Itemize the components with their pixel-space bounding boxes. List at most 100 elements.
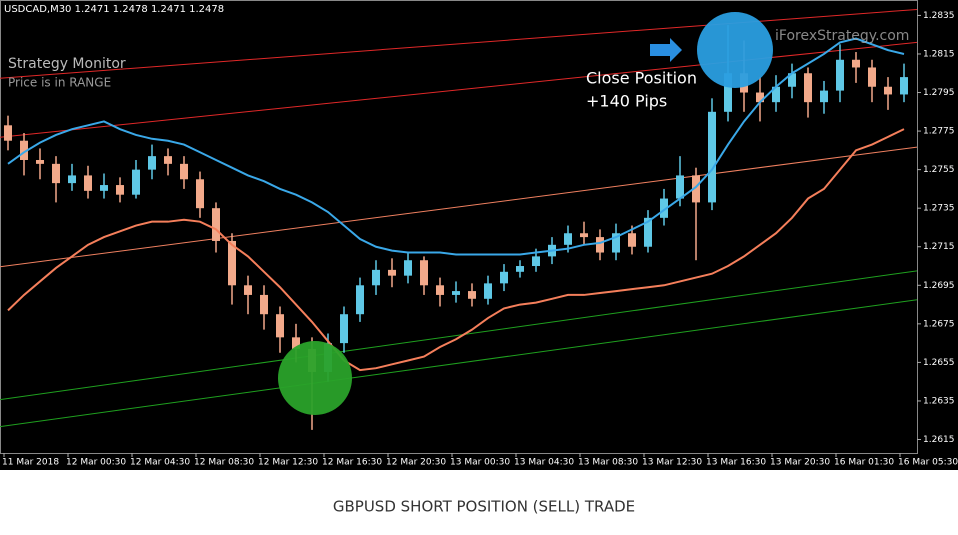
candle-body xyxy=(708,111,716,203)
candle-body xyxy=(468,291,476,299)
y-tick-label: 1.2655 xyxy=(923,358,955,368)
candle-body xyxy=(36,159,44,164)
candle-body xyxy=(724,73,732,112)
y-tick-label: 1.2835 xyxy=(923,11,955,21)
candle-body xyxy=(628,233,636,247)
y-tick-label: 1.2715 xyxy=(923,242,955,252)
candle-body xyxy=(820,90,828,103)
candle-body xyxy=(404,260,412,276)
plot-frame xyxy=(0,0,918,454)
y-tick-label: 1.2755 xyxy=(923,165,955,175)
chart-background xyxy=(0,0,958,470)
candle-body xyxy=(20,140,28,160)
candle-body xyxy=(868,67,876,87)
candle-body xyxy=(644,217,652,247)
candle-body xyxy=(852,59,860,68)
moving-average xyxy=(7,128,905,372)
x-tick-label: 12 Mar 08:30 xyxy=(194,458,254,468)
candle-body xyxy=(532,256,540,267)
candle-body xyxy=(372,269,380,286)
candle-body xyxy=(596,237,604,253)
x-tick-label: 13 Mar 16:30 xyxy=(706,458,766,468)
caption: GBPUSD SHORT POSITION (SELL) TRADE xyxy=(333,498,635,516)
candle-body xyxy=(84,175,92,191)
candle-body xyxy=(132,169,140,195)
candle-body xyxy=(340,314,348,344)
moving-average xyxy=(7,37,905,256)
arrow xyxy=(650,38,682,62)
candle-body xyxy=(260,294,268,315)
y-tick-label: 1.2615 xyxy=(923,435,955,445)
candle-body xyxy=(420,260,428,286)
candle-body xyxy=(276,314,284,338)
candle-body xyxy=(228,240,236,286)
candle-body xyxy=(500,271,508,284)
x-tick-label: 13 Mar 00:30 xyxy=(450,458,510,468)
candle-body xyxy=(436,285,444,295)
x-tick-label: 13 Mar 08:30 xyxy=(578,458,638,468)
y-tick-label: 1.2815 xyxy=(923,49,955,59)
candle-body xyxy=(116,185,124,195)
candle-body xyxy=(612,233,620,253)
x-tick-label: 12 Mar 04:30 xyxy=(130,458,190,468)
candle-body xyxy=(836,59,844,91)
x-tick-label: 11 Mar 2018 xyxy=(2,458,59,468)
x-tick-label: 13 Mar 12:30 xyxy=(642,458,702,468)
candle-body xyxy=(244,285,252,295)
y-tick-label: 1.2775 xyxy=(923,127,955,137)
y-tick-label: 1.2635 xyxy=(923,396,955,406)
channel-line xyxy=(0,146,918,268)
candle-body xyxy=(452,291,460,295)
watermark: iForexStrategy.com xyxy=(775,28,909,44)
x-tick-label: 13 Mar 04:30 xyxy=(514,458,574,468)
candle-body xyxy=(788,73,796,87)
annotation: +140 Pips xyxy=(586,92,667,111)
candle-body xyxy=(900,77,908,95)
channel-line xyxy=(0,270,918,401)
y-tick-label: 1.2735 xyxy=(923,204,955,214)
candle-body xyxy=(772,86,780,103)
y-tick-label: 1.2675 xyxy=(923,319,955,329)
candle-body xyxy=(756,92,764,103)
candle-body xyxy=(676,175,684,199)
candle-body xyxy=(148,156,156,170)
panel-title: Strategy Monitor xyxy=(8,56,126,72)
candle-body xyxy=(564,233,572,245)
symbol-header: USDCAD,M30 1.2471 1.2478 1.2471 1.2478 xyxy=(4,4,224,15)
annotation: Close Position xyxy=(586,69,697,88)
candle-body xyxy=(356,285,364,315)
y-tick-label: 1.2695 xyxy=(923,281,955,291)
x-tick-label: 12 Mar 00:30 xyxy=(66,458,126,468)
plot-area xyxy=(0,8,918,430)
panel-status: Price is in RANGE xyxy=(8,76,111,90)
candle-body xyxy=(692,175,700,203)
exit-marker xyxy=(697,12,773,88)
x-tick-label: 12 Mar 16:30 xyxy=(322,458,382,468)
candle-body xyxy=(4,125,12,141)
channel-line xyxy=(0,8,918,79)
candle-body xyxy=(180,163,188,180)
candle-body xyxy=(212,208,220,241)
x-tick-label: 16 Mar 01:30 xyxy=(834,458,894,468)
y-tick-label: 1.2795 xyxy=(923,88,955,98)
candle-body xyxy=(484,283,492,299)
channel-line xyxy=(0,299,918,428)
candle-body xyxy=(516,266,524,272)
candle-body xyxy=(196,179,204,209)
candle-body xyxy=(292,337,300,349)
x-tick-label: 12 Mar 20:30 xyxy=(386,458,446,468)
candle-body xyxy=(388,269,396,276)
candle-body xyxy=(580,233,588,238)
candle-body xyxy=(68,175,76,184)
x-tick-label: 13 Mar 20:30 xyxy=(770,458,830,468)
candle-body xyxy=(660,198,668,218)
candle-body xyxy=(100,185,108,191)
entry-marker xyxy=(278,341,352,415)
x-tick-label: 16 Mar 05:30 xyxy=(898,458,958,468)
candle-body xyxy=(884,86,892,95)
candle-body xyxy=(164,156,172,164)
candle-body xyxy=(52,163,60,184)
candle-body xyxy=(804,73,812,103)
